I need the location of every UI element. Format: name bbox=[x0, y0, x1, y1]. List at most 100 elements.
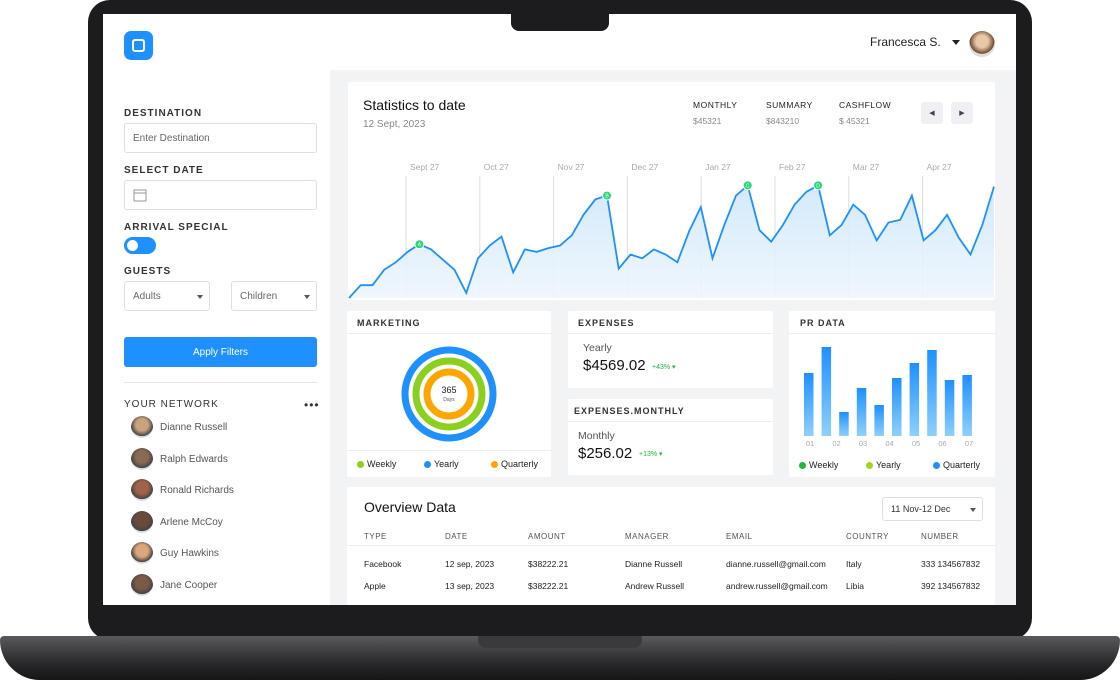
person-name[interactable]: Dianne Russell bbox=[160, 422, 228, 433]
person-name[interactable]: Guy Hawkins bbox=[160, 548, 219, 559]
expenses-amount: $4569.02 bbox=[583, 357, 646, 374]
column-header[interactable]: COUNTRY bbox=[846, 532, 889, 541]
cell: $38222.21 bbox=[528, 581, 569, 591]
bar bbox=[821, 347, 832, 436]
adults-select[interactable]: Adults bbox=[124, 281, 210, 311]
bar bbox=[892, 378, 902, 436]
column-header[interactable]: TYPE bbox=[364, 532, 387, 541]
donut: 365 Days bbox=[401, 346, 497, 442]
avatar[interactable] bbox=[131, 510, 153, 533]
x-tick-label: Nov 27 bbox=[558, 162, 585, 172]
legend-label: Yearly bbox=[434, 459, 459, 469]
legend-label: Weekly bbox=[809, 460, 839, 470]
toggle[interactable] bbox=[124, 237, 156, 254]
user-caret[interactable] bbox=[952, 40, 960, 49]
area bbox=[349, 185, 994, 298]
marker-label: C bbox=[746, 183, 750, 189]
avatar[interactable] bbox=[131, 416, 153, 438]
cell: Dianne Russell bbox=[625, 559, 683, 569]
network-title: YOUR NETWORK bbox=[124, 399, 219, 410]
avatar[interactable] bbox=[131, 573, 153, 596]
x-tick-label: 03 bbox=[859, 439, 867, 448]
marker-label: D bbox=[816, 183, 820, 189]
x-tick-label: Mar 27 bbox=[853, 162, 880, 172]
apply-button[interactable]: Apply Filters bbox=[124, 337, 317, 367]
range-text: 11 Nov-12 Dec bbox=[891, 504, 951, 514]
center-label: Days bbox=[443, 397, 455, 403]
person-name[interactable]: Ronald Richards bbox=[160, 485, 234, 496]
expenses-monthly-amount: $256.02 bbox=[578, 445, 633, 462]
avatar[interactable] bbox=[131, 542, 153, 564]
divider bbox=[124, 382, 317, 383]
prev-button[interactable]: ◀ bbox=[921, 102, 943, 124]
laptop-notch-base bbox=[478, 636, 642, 648]
person-name[interactable]: Ralph Edwards bbox=[160, 453, 228, 465]
x-tick-label: 06 bbox=[938, 439, 946, 448]
x-tick-label: 01 bbox=[806, 439, 814, 448]
column-header[interactable]: EMAIL bbox=[726, 532, 753, 541]
column-header[interactable]: NUMBER bbox=[921, 532, 959, 541]
expenses-period: Yearly bbox=[583, 342, 612, 354]
legend-label: Yearly bbox=[876, 460, 901, 470]
cell: dianne.russell@gmail.com bbox=[726, 559, 826, 569]
range-select[interactable]: 11 Nov-12 Dec bbox=[882, 497, 983, 521]
ring bbox=[412, 357, 486, 431]
overview-card: Overview Data 11 Nov-12 Dec TYPE DATE AMOU… bbox=[347, 487, 995, 605]
ring-inner bbox=[433, 378, 465, 410]
destination-label: DESTINATION bbox=[124, 108, 203, 119]
cell: 13 sep, 2023 bbox=[445, 581, 495, 591]
avatar[interactable] bbox=[131, 479, 153, 501]
x-tick-label: Sept 27 bbox=[410, 162, 440, 172]
person-name[interactable]: Jane Cooper bbox=[160, 579, 218, 591]
avatar[interactable] bbox=[131, 447, 153, 470]
metric-value: $843210 bbox=[766, 116, 800, 126]
next-button[interactable]: ▶ bbox=[951, 102, 973, 124]
bar-chart: 01 02 03 04 05 06 07 bbox=[804, 347, 973, 448]
metric-label: SUMMARY bbox=[766, 100, 813, 110]
pr-title: PR DATA bbox=[800, 318, 846, 328]
children-select[interactable]: Children bbox=[231, 281, 317, 311]
legend-label: Quarterly bbox=[943, 460, 981, 470]
bar bbox=[856, 388, 867, 436]
calendar-icon bbox=[133, 189, 147, 202]
bar bbox=[962, 375, 972, 436]
ring bbox=[401, 346, 497, 442]
expenses-monthly-change-text: +13% bbox=[639, 451, 658, 458]
column-header[interactable]: AMOUNT bbox=[528, 532, 566, 541]
user-avatar[interactable] bbox=[969, 31, 995, 57]
column-header[interactable]: DATE bbox=[445, 532, 468, 541]
legend-swatch bbox=[799, 462, 806, 469]
cell: andrew.russell@gmail.com bbox=[726, 581, 828, 591]
destination-input[interactable]: Enter Destination bbox=[124, 123, 317, 153]
x-tick-label: 02 bbox=[832, 439, 840, 448]
cell: Andrew Russell bbox=[625, 581, 685, 591]
user-name[interactable]: Francesca S. bbox=[870, 35, 941, 49]
date-label: SELECT DATE bbox=[124, 165, 204, 176]
metric-label: MONTHLY bbox=[693, 100, 738, 110]
header-rule bbox=[347, 545, 995, 546]
person-name[interactable]: Arlene McCoy bbox=[160, 516, 223, 528]
cell: 12 sep, 2023 bbox=[445, 559, 495, 569]
network-menu[interactable]: ••• bbox=[304, 398, 320, 412]
bar bbox=[874, 405, 884, 436]
ring bbox=[423, 368, 475, 420]
marketing-title: MARKETING bbox=[357, 318, 421, 328]
bar bbox=[944, 380, 955, 436]
x-tick-label: 04 bbox=[885, 439, 893, 448]
cell: Italy bbox=[846, 559, 862, 569]
logo[interactable] bbox=[124, 31, 153, 60]
bar bbox=[927, 350, 937, 436]
marker bbox=[414, 239, 425, 250]
line bbox=[348, 183, 995, 299]
legend-swatch bbox=[866, 462, 873, 469]
marker bbox=[742, 180, 753, 191]
x-tick-label: 05 bbox=[912, 439, 920, 448]
expenses-monthly-card: EXPENSES.MONTHLY Monthly $256.02 +13% ▾ bbox=[568, 399, 773, 475]
expenses-title: EXPENSES bbox=[578, 318, 635, 328]
x-tick-label: Jan 27 bbox=[705, 162, 731, 172]
marker bbox=[602, 190, 612, 201]
date-input[interactable] bbox=[124, 180, 317, 210]
expenses-monthly-title: EXPENSES.MONTHLY bbox=[574, 406, 685, 416]
cell: $38222.21 bbox=[528, 559, 569, 569]
column-header[interactable]: MANAGER bbox=[625, 532, 669, 541]
